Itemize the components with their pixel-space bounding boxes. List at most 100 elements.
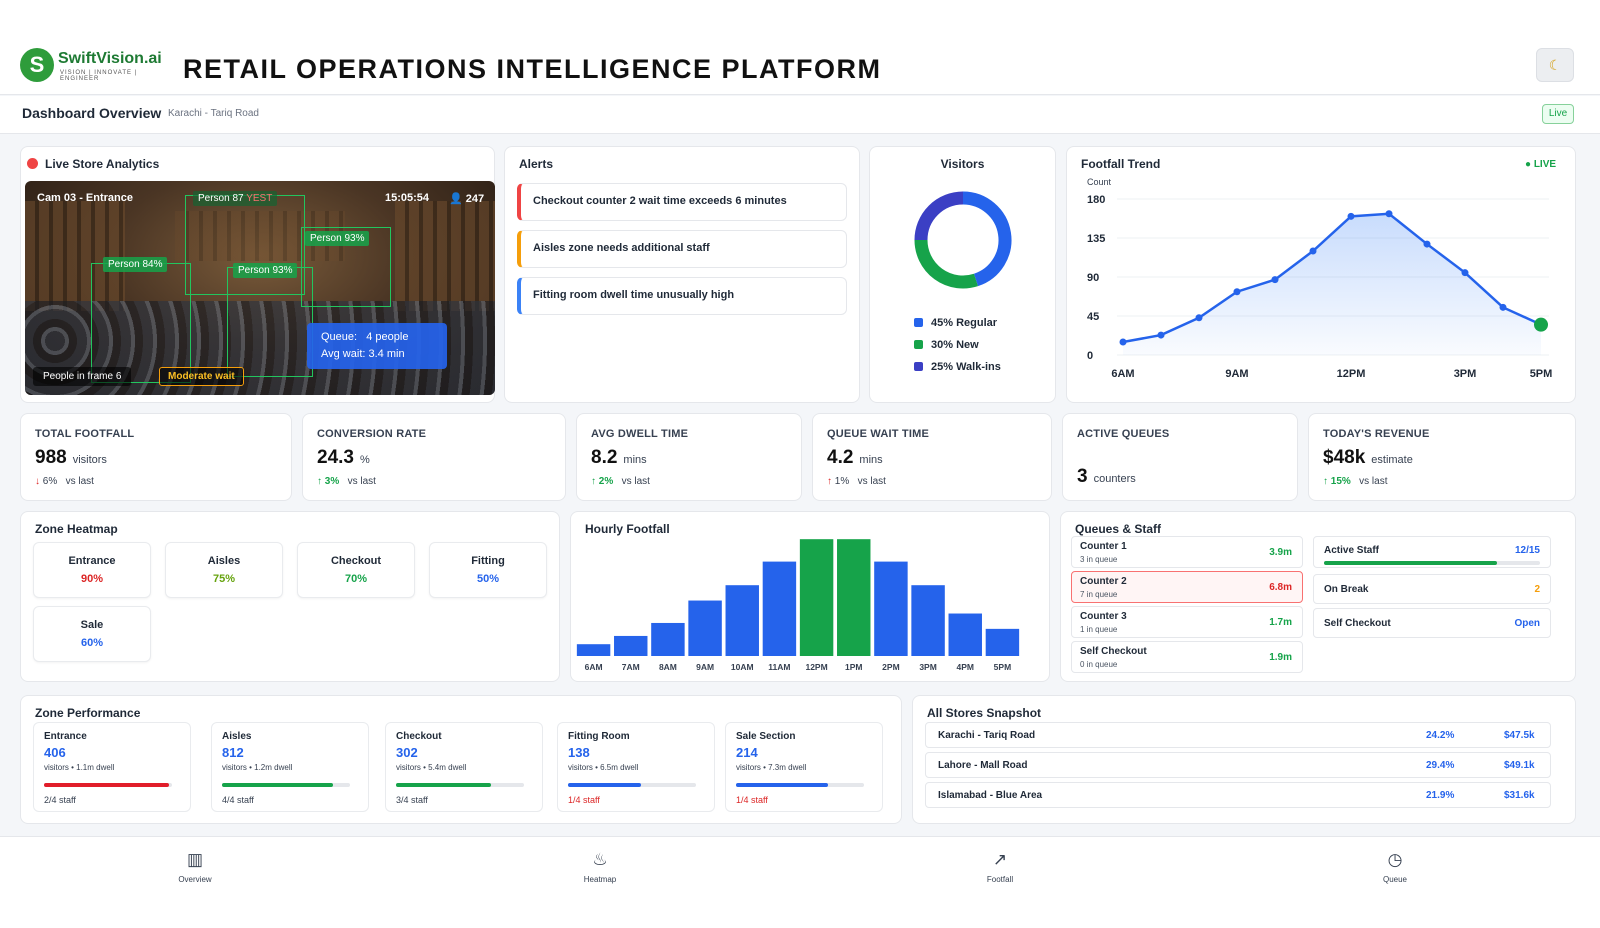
bar[interactable]	[911, 585, 945, 656]
kpi-card[interactable]: TODAY'S REVENUE $48k estimate ↑ 15% vs last	[1308, 413, 1576, 501]
counter-name: Self Checkout	[1080, 646, 1147, 657]
footfall-trend-chart[interactable]: Count 0 45 90 135 180 6AM 9AM 12PM 3PM 5PM	[1071, 177, 1571, 397]
x-tick-label: 1PM	[845, 662, 862, 672]
shelf-decor	[25, 201, 125, 311]
trend-point[interactable]	[1271, 276, 1279, 284]
nav-heatmap[interactable]: ♨ Heatmap	[560, 849, 640, 884]
trend-point[interactable]	[1461, 269, 1469, 277]
zone-performance-tile[interactable]: Sale Section 214 visitors • 7.3m dwell 1/4 …	[725, 722, 883, 812]
trend-point[interactable]	[1195, 314, 1203, 322]
hourly-footfall-title: Hourly Footfall	[585, 522, 670, 536]
bar[interactable]	[948, 613, 982, 656]
nav-queue[interactable]: ◷ Queue	[1355, 849, 1435, 884]
kpi-card[interactable]: ACTIVE QUEUES 3 counters	[1062, 413, 1298, 501]
zone-staff: 3/4 staff	[396, 795, 428, 805]
nav-footfall[interactable]: ↗ Footfall	[960, 849, 1040, 884]
heatmap-zone-tile[interactable]: Fitting 50%	[429, 542, 547, 598]
zone-progress-track	[222, 783, 350, 787]
sub-header: Dashboard Overview Karachi - Tariq Road …	[0, 96, 1600, 134]
trend-point[interactable]	[1233, 288, 1241, 296]
brand-logo[interactable]: S SwiftVision.ai VISION | INNOVATE | ENG…	[18, 46, 178, 86]
queue-counter-row[interactable]: Self Checkout 0 in queue 1.9m	[1071, 641, 1303, 673]
alert-item[interactable]: Aisles zone needs additional staff	[517, 230, 847, 268]
detection-label: Person 84%	[103, 257, 168, 272]
queue-counter-row[interactable]: Counter 3 1 in queue 1.7m	[1071, 606, 1303, 638]
on-break-value: 2	[1534, 584, 1540, 595]
kpi-card[interactable]: AVG DWELL TIME 8.2 mins ↑ 2% vs last	[576, 413, 802, 501]
hourly-footfall-chart[interactable]: 6AM 7AM 8AM 9AM 10AM 11AM 12PM 1PM 2PM 3PM 4PM 5PM	[575, 530, 1045, 680]
detection-label: Person 93%	[233, 263, 298, 278]
bar[interactable]	[725, 585, 759, 656]
x-tick-label: 11AM	[768, 662, 790, 672]
bar[interactable]	[688, 600, 722, 656]
trend-line-icon: ↗	[992, 850, 1008, 869]
kpi-card[interactable]: CONVERSION RATE 24.3% ↑ 3% vs last	[302, 413, 566, 501]
on-break-label: On Break	[1324, 584, 1369, 595]
y-tick-label: 180	[1087, 194, 1105, 206]
nav-label: Heatmap	[583, 875, 617, 884]
alert-item[interactable]: Fitting room dwell time unusually high	[517, 277, 847, 315]
store-row[interactable]: Lahore - Mall Road 29.4% $49.1k	[925, 752, 1551, 778]
nav-label: Queue	[1382, 875, 1408, 884]
bar[interactable]	[762, 561, 797, 656]
heatmap-zone-tile[interactable]: Sale 60%	[33, 606, 151, 662]
trend-point[interactable]	[1157, 331, 1165, 339]
camera-feed[interactable]: Person 87 YEST Person 93% Person 84% Per…	[25, 181, 495, 395]
nav-overview[interactable]: ▥ Overview	[155, 849, 235, 884]
bar[interactable]	[837, 539, 871, 656]
zone-detail: visitors • 1.2m dwell	[222, 763, 293, 772]
detection-box	[301, 227, 391, 307]
trend-point[interactable]	[1423, 240, 1431, 248]
visitors-card: Visitors 45% Regular 30% New 25% Walk-in…	[869, 146, 1056, 403]
trend-point[interactable]	[1119, 338, 1127, 346]
bar[interactable]	[651, 622, 685, 656]
kpi-card[interactable]: QUEUE WAIT TIME 4.2 mins ↑ 1% vs last	[812, 413, 1052, 501]
kpi-delta: ↓ 6% vs last	[35, 476, 94, 487]
counter-queue-size: 7 in queue	[1080, 590, 1118, 599]
trend-point[interactable]	[1347, 212, 1355, 220]
nav-label: Overview	[178, 875, 212, 884]
flame-icon: ♨	[592, 850, 608, 869]
zone-heatmap-card: Zone Heatmap Entrance 90% Aisles 75% Checkou…	[20, 511, 560, 682]
trend-point[interactable]	[1385, 210, 1393, 218]
donut-slice[interactable]	[962, 191, 1012, 287]
bar[interactable]	[799, 539, 834, 656]
zone-performance-tile[interactable]: Entrance 406 visitors • 1.1m dwell 2/4 staf…	[33, 722, 191, 812]
counter-wait-time: 1.7m	[1269, 617, 1292, 628]
bar[interactable]	[614, 635, 648, 656]
zone-performance-tile[interactable]: Fitting Room 138 visitors • 6.5m dwell 1/4 …	[557, 722, 715, 812]
zone-staff: 1/4 staff	[568, 795, 600, 805]
heatmap-zone-tile[interactable]: Aisles 75%	[165, 542, 283, 598]
heatmap-zone-tile[interactable]: Entrance 90%	[33, 542, 151, 598]
theme-toggle-button[interactable]: ☾	[1536, 48, 1574, 82]
store-revenue: $31.6k	[1504, 790, 1535, 801]
donut-slice[interactable]	[914, 239, 978, 289]
zone-progress-fill	[222, 783, 334, 787]
visitors-donut-chart[interactable]	[908, 185, 1018, 295]
trend-point[interactable]	[1534, 317, 1548, 332]
heatmap-zone-tile[interactable]: Checkout 70%	[297, 542, 415, 598]
store-row[interactable]: Karachi - Tariq Road 24.2% $47.5k	[925, 722, 1551, 748]
y-tick-label: 45	[1087, 311, 1099, 323]
queue-counter-row[interactable]: Counter 1 3 in queue 3.9m	[1071, 536, 1303, 568]
store-revenue: $47.5k	[1504, 730, 1535, 741]
zone-staff: 1/4 staff	[736, 795, 768, 805]
camera-name: Cam 03 - Entrance	[37, 192, 133, 204]
footfall-trend-title: Footfall Trend	[1081, 157, 1161, 171]
queue-counter-row[interactable]: Counter 2 7 in queue 6.8m	[1071, 571, 1303, 603]
trend-point[interactable]	[1499, 303, 1507, 311]
trend-point[interactable]	[1309, 247, 1317, 255]
bar[interactable]	[985, 628, 1020, 656]
store-conversion: 24.2%	[1426, 730, 1455, 741]
zone-performance-tile[interactable]: Checkout 302 visitors • 5.4m dwell 3/4 staf…	[385, 722, 543, 812]
alert-item[interactable]: Checkout counter 2 wait time exceeds 6 m…	[517, 183, 847, 221]
zone-performance-tile[interactable]: Aisles 812 visitors • 1.2m dwell 4/4 staff	[211, 722, 369, 812]
bar[interactable]	[874, 561, 908, 656]
bar[interactable]	[576, 644, 611, 656]
brand-tagline: VISION | INNOVATE | ENGINEER	[60, 70, 138, 82]
zone-name: Checkout	[396, 731, 442, 742]
kpi-card[interactable]: TOTAL FOOTFALL 988 visitors ↓ 6% vs last	[20, 413, 292, 501]
store-row[interactable]: Islamabad - Blue Area 21.9% $31.6k	[925, 782, 1551, 808]
donut-slice[interactable]	[914, 191, 964, 241]
